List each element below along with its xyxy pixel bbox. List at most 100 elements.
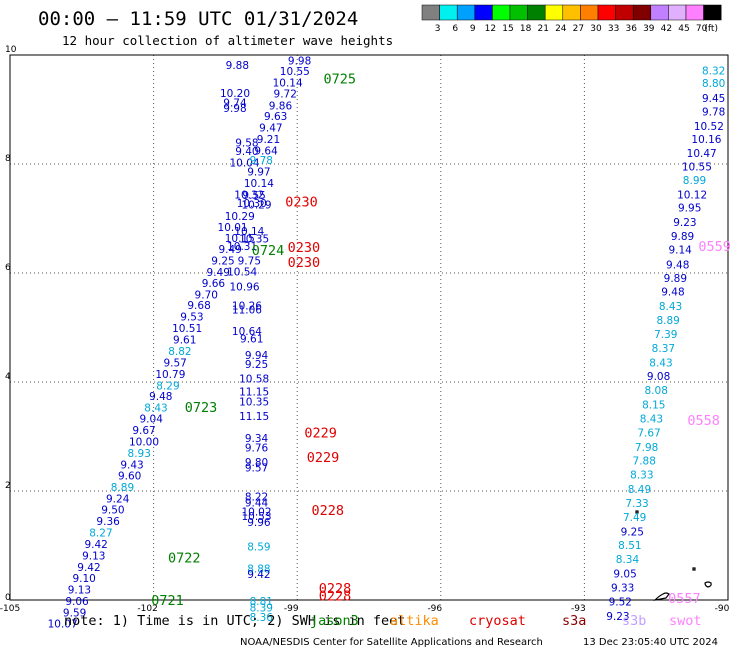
island-shape	[704, 581, 712, 588]
wave-height-value: 9.49	[218, 244, 241, 256]
wave-height-value: 11.15	[239, 411, 269, 423]
wave-height-value: 10.02	[241, 507, 271, 519]
wave-height-value: 10.55	[682, 162, 712, 174]
island-shape	[653, 592, 670, 601]
wave-height-value: 9.86	[269, 101, 293, 113]
wave-height-value: 9.05	[613, 568, 636, 580]
pass-time-label: 0725	[324, 71, 357, 87]
wave-height-value: 10.79	[155, 369, 185, 381]
wave-height-value: 10.00	[129, 436, 159, 448]
wave-height-value: 9.25	[211, 255, 234, 267]
x-tick-label: -90	[715, 604, 730, 614]
wave-height-value: 10.20	[220, 88, 250, 100]
wave-height-value: 10.31	[227, 241, 257, 253]
wave-height-value: 9.66	[202, 278, 226, 290]
x-tick-label: -105	[0, 604, 20, 614]
pass-time-label: 0229	[307, 450, 340, 466]
wave-height-value: 9.60	[118, 471, 141, 483]
wave-height-value: 10.55	[280, 66, 310, 78]
wave-height-value: 9.61	[173, 334, 196, 346]
wave-height-value: 10.26	[232, 301, 262, 313]
colorbar-swatch	[492, 4, 511, 21]
wave-height-value: 10.12	[677, 190, 707, 202]
wave-height-value: 9.48	[661, 287, 684, 299]
wave-height-value: 10.15	[225, 233, 255, 245]
wave-height-value: 9.55	[242, 190, 265, 202]
wave-height-value: 9.98	[223, 103, 246, 115]
wave-height-value: 8.81	[250, 596, 273, 608]
wave-height-value: 9.78	[702, 107, 725, 119]
wave-height-value: 9.96	[247, 517, 271, 529]
wave-height-value: 8.43	[144, 403, 167, 415]
wave-height-value: 10.14	[273, 77, 303, 89]
colorbar-label: 70	[696, 24, 708, 34]
wave-height-value: 10.30	[237, 198, 267, 210]
satellite-legend: jason3 altika cryosat s3a s3b swot	[310, 613, 702, 629]
y-tick-label: 2	[5, 481, 11, 491]
colorbar-swatch	[650, 4, 669, 21]
legend-entry-altika: altika	[390, 613, 439, 629]
pass-time-label: 0558	[687, 413, 720, 429]
wave-height-value: 8.39	[250, 603, 273, 615]
wave-height-value: 7.98	[635, 442, 658, 454]
colorbar-label: 30	[590, 24, 602, 34]
colorbar-label: 45	[678, 24, 689, 34]
colorbar-swatch	[544, 4, 564, 21]
colorbar-swatch	[509, 4, 528, 21]
timestamp: 13 Dec 23:05:40 UTC 2024	[583, 637, 718, 648]
credit-line: NOAA/NESDIS Center for Satellite Applica…	[240, 637, 543, 648]
wave-height-value: 10.01	[218, 222, 248, 234]
legend-entry-jason3: jason3	[310, 613, 359, 629]
wave-height-value: 10.54	[227, 266, 257, 278]
colorbar-label: 6	[452, 24, 458, 34]
wave-height-value: 9.70	[195, 289, 218, 301]
wave-height-value: 8.15	[642, 399, 665, 411]
colorbar-label: 3	[435, 24, 441, 34]
wave-height-value: 8.82	[168, 346, 191, 358]
colorbar-label: (ft)	[704, 24, 718, 34]
wave-height-value: 9.58	[235, 138, 258, 150]
wave-height-colorbar: 3 6 9 12 15 18 21 24 27 30 33 36 39 42 45 70(ft)	[421, 4, 722, 34]
x-tick-label: -96	[427, 604, 442, 614]
wave-height-value: 10.35	[239, 234, 269, 246]
pass-time-label: 0228	[312, 503, 345, 519]
wave-height-value: 9.78	[250, 155, 273, 167]
colorbar-label: 15	[502, 24, 513, 34]
wave-height-value: 9.42	[77, 562, 100, 574]
wave-height-value: 9.94	[245, 350, 269, 362]
y-tick-label: 6	[5, 263, 11, 273]
wave-height-value: 9.42	[247, 569, 270, 581]
wave-height-value: 9.13	[68, 585, 91, 597]
y-tick-label: 10	[5, 45, 17, 55]
wave-height-value: 8.51	[618, 540, 641, 552]
wave-height-value: 9.75	[238, 255, 261, 267]
y-tick-label: 0	[5, 593, 11, 603]
x-tick-label: -99	[284, 604, 299, 614]
y-tick-label: 8	[5, 154, 11, 164]
colorbar-swatch	[632, 4, 652, 21]
colorbar-swatch	[685, 4, 704, 21]
legend-entry-cryosat: cryosat	[469, 613, 526, 629]
wave-height-value: 10.29	[241, 199, 271, 211]
wave-height-value: 9.04	[140, 414, 164, 426]
wave-height-value: 8.33	[630, 470, 653, 482]
wave-height-value: 10.04	[230, 157, 260, 169]
wave-height-value: 9.10	[72, 573, 95, 585]
wave-height-value: 8.43	[659, 301, 682, 313]
wave-height-value: 10.16	[691, 134, 721, 146]
colorbar-swatch	[580, 4, 599, 21]
pass-time-label: 0230	[288, 240, 321, 256]
colorbar-swatch	[474, 4, 493, 21]
wave-height-value: 9.36	[96, 516, 120, 528]
colorbar-swatch	[668, 4, 687, 21]
wave-height-value: 9.48	[149, 391, 172, 403]
wave-height-value: 9.57	[163, 357, 186, 369]
lat-lon-grid	[10, 55, 728, 600]
wave-height-value: 9.08	[647, 371, 670, 383]
wave-height-value: 9.42	[84, 539, 107, 551]
wave-height-value: 9.98	[288, 55, 311, 67]
colorbar-label: 9	[470, 24, 476, 34]
colorbar-label: 21	[537, 24, 548, 34]
